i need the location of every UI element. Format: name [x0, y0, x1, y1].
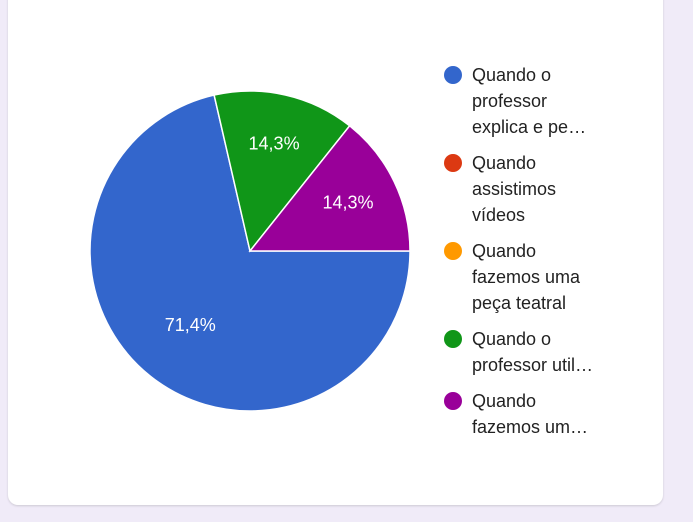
- legend-label: Quando assistimos vídeos: [472, 153, 557, 225]
- legend: Quando o professor explica e pe… Quando a…: [444, 62, 624, 440]
- legend-item: Quando fazemos uma peça teatral: [444, 238, 624, 316]
- legend-label: Quando fazemos um…: [472, 391, 589, 437]
- legend-swatch: [444, 330, 462, 348]
- pie-slice: [89, 94, 411, 412]
- legend-label: Quando o professor explica e pe…: [472, 65, 587, 137]
- legend-swatch: [444, 242, 462, 260]
- legend-swatch: [444, 392, 462, 410]
- legend-item: Quando assistimos vídeos: [444, 150, 624, 228]
- legend-swatch: [444, 154, 462, 172]
- legend-item: Quando fazemos um…: [444, 388, 624, 440]
- legend-item: Quando o professor util…: [444, 326, 624, 378]
- legend-label: Quando fazemos uma peça teatral: [472, 241, 581, 313]
- pie-slice: [248, 124, 411, 252]
- slice-label: 14,3%: [249, 134, 300, 154]
- legend-label: Quando o professor util…: [472, 329, 594, 375]
- legend-item: Quando o professor explica e pe…: [444, 62, 624, 140]
- slice-label: 14,3%: [322, 192, 373, 212]
- pie-slice: [213, 90, 351, 253]
- slice-label: 71,4%: [165, 315, 216, 335]
- legend-swatch: [444, 66, 462, 84]
